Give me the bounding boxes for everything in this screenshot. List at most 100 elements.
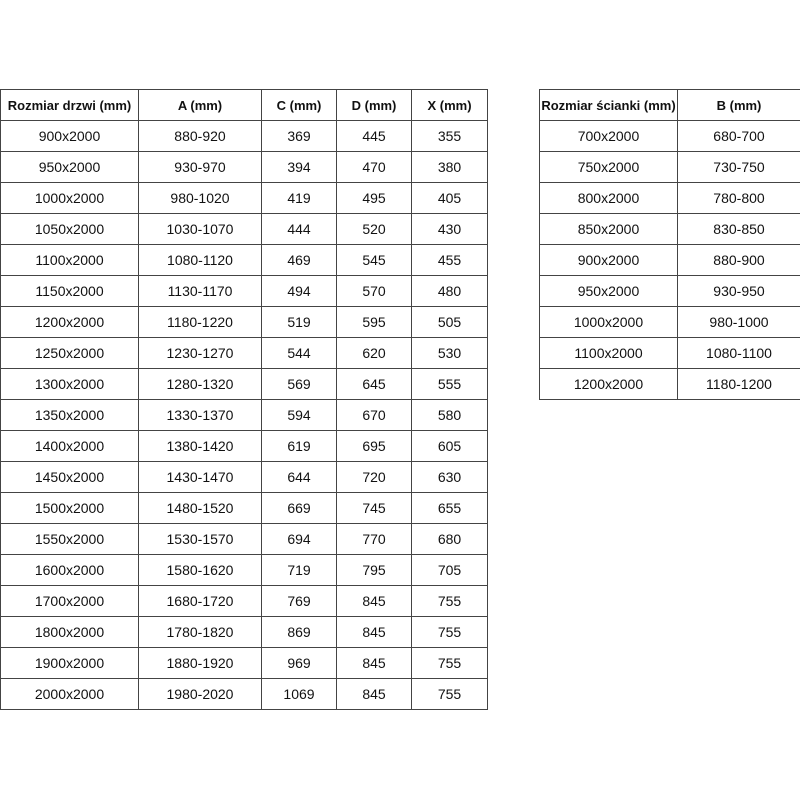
table-cell: 1000x2000: [539, 306, 678, 338]
table-cell: 900x2000: [0, 120, 139, 152]
table-cell: 1000x2000: [0, 182, 139, 214]
table-cell: 1280-1320: [138, 368, 262, 400]
table-cell: 1030-1070: [138, 213, 262, 245]
table-cell: 1780-1820: [138, 616, 262, 648]
table-cell: 1350x2000: [0, 399, 139, 431]
table-cell: 555: [411, 368, 488, 400]
header-row: Rozmiar ścianki (mm) B (mm): [539, 89, 800, 121]
table-cell: 520: [336, 213, 412, 245]
table-cell: 430: [411, 213, 488, 245]
table-cell: 519: [261, 306, 337, 338]
table-cell: 950x2000: [539, 275, 678, 307]
table-cell: 580: [411, 399, 488, 431]
table-cell: 680: [411, 523, 488, 555]
table-cell: 845: [336, 585, 412, 617]
table-row: 800x2000 780-800: [539, 182, 800, 214]
table-cell: 1580-1620: [138, 554, 262, 586]
table-row: 2000x2000 1980-2020 1069 845 755: [0, 678, 488, 710]
table-cell: 605: [411, 430, 488, 462]
table-cell: 1100x2000: [0, 244, 139, 276]
table-cell: 1480-1520: [138, 492, 262, 524]
table-cell: 530: [411, 337, 488, 369]
table-cell: 505: [411, 306, 488, 338]
table-cell: 455: [411, 244, 488, 276]
table-cell: 569: [261, 368, 337, 400]
table-cell: 755: [411, 585, 488, 617]
table-cell: 1900x2000: [0, 647, 139, 679]
table-cell: 869: [261, 616, 337, 648]
table-cell: 1450x2000: [0, 461, 139, 493]
table-cell: 900x2000: [539, 244, 678, 276]
column-header: C (mm): [261, 89, 337, 121]
table-cell: 845: [336, 616, 412, 648]
table-cell: 930-950: [677, 275, 800, 307]
column-header: D (mm): [336, 89, 412, 121]
table-cell: 1050x2000: [0, 213, 139, 245]
table-cell: 769: [261, 585, 337, 617]
table-cell: 1550x2000: [0, 523, 139, 555]
table-cell: 670: [336, 399, 412, 431]
wall-size-table: Rozmiar ścianki (mm) B (mm) 700x2000 680-7…: [539, 89, 800, 400]
table-cell: 1150x2000: [0, 275, 139, 307]
table-cell: 720: [336, 461, 412, 493]
table-cell: 1980-2020: [138, 678, 262, 710]
table-cell: 630: [411, 461, 488, 493]
table-row: 1350x2000 1330-1370 594 670 580: [0, 399, 488, 431]
table-cell: 719: [261, 554, 337, 586]
table-row: 1900x2000 1880-1920 969 845 755: [0, 647, 488, 679]
column-header: X (mm): [411, 89, 488, 121]
table-cell: 470: [336, 151, 412, 183]
table-cell: 780-800: [677, 182, 800, 214]
column-header: Rozmiar drzwi (mm): [0, 89, 139, 121]
table-row: 900x2000 880-900: [539, 244, 800, 276]
table-row: 950x2000 930-970 394 470 380: [0, 151, 488, 183]
column-header: A (mm): [138, 89, 262, 121]
table-row: 1700x2000 1680-1720 769 845 755: [0, 585, 488, 617]
table-row: 850x2000 830-850: [539, 213, 800, 245]
table-cell: 1880-1920: [138, 647, 262, 679]
table-cell: 1200x2000: [0, 306, 139, 338]
table-cell: 969: [261, 647, 337, 679]
table-cell: 830-850: [677, 213, 800, 245]
table-cell: 495: [336, 182, 412, 214]
table-row: 750x2000 730-750: [539, 151, 800, 183]
table-cell: 1800x2000: [0, 616, 139, 648]
table-cell: 1180-1220: [138, 306, 262, 338]
table-cell: 1530-1570: [138, 523, 262, 555]
table-cell: 730-750: [677, 151, 800, 183]
column-header: Rozmiar ścianki (mm): [539, 89, 678, 121]
table-row: 1450x2000 1430-1470 644 720 630: [0, 461, 488, 493]
table-cell: 1300x2000: [0, 368, 139, 400]
table-cell: 669: [261, 492, 337, 524]
table-cell: 644: [261, 461, 337, 493]
table-cell: 845: [336, 647, 412, 679]
table-cell: 1600x2000: [0, 554, 139, 586]
table-cell: 394: [261, 151, 337, 183]
table-cell: 1430-1470: [138, 461, 262, 493]
table-cell: 1069: [261, 678, 337, 710]
table-cell: 980-1020: [138, 182, 262, 214]
table-cell: 755: [411, 647, 488, 679]
table-cell: 444: [261, 213, 337, 245]
table-cell: 645: [336, 368, 412, 400]
table-cell: 694: [261, 523, 337, 555]
table-cell: 950x2000: [0, 151, 139, 183]
table-row: 1400x2000 1380-1420 619 695 605: [0, 430, 488, 462]
table-cell: 850x2000: [539, 213, 678, 245]
table-cell: 380: [411, 151, 488, 183]
table-cell: 1330-1370: [138, 399, 262, 431]
table-cell: 1080-1120: [138, 244, 262, 276]
table-cell: 405: [411, 182, 488, 214]
table-cell: 1500x2000: [0, 492, 139, 524]
column-header: B (mm): [677, 89, 800, 121]
table-cell: 880-900: [677, 244, 800, 276]
table-cell: 1680-1720: [138, 585, 262, 617]
table-row: 1800x2000 1780-1820 869 845 755: [0, 616, 488, 648]
table-row: 1050x2000 1030-1070 444 520 430: [0, 213, 488, 245]
table-cell: 705: [411, 554, 488, 586]
table-cell: 700x2000: [539, 120, 678, 152]
table-row: 700x2000 680-700: [539, 120, 800, 152]
table-row: 1500x2000 1480-1520 669 745 655: [0, 492, 488, 524]
header-row: Rozmiar drzwi (mm) A (mm) C (mm) D (mm) X (m…: [0, 89, 488, 121]
table-row: 1200x2000 1180-1220 519 595 505: [0, 306, 488, 338]
